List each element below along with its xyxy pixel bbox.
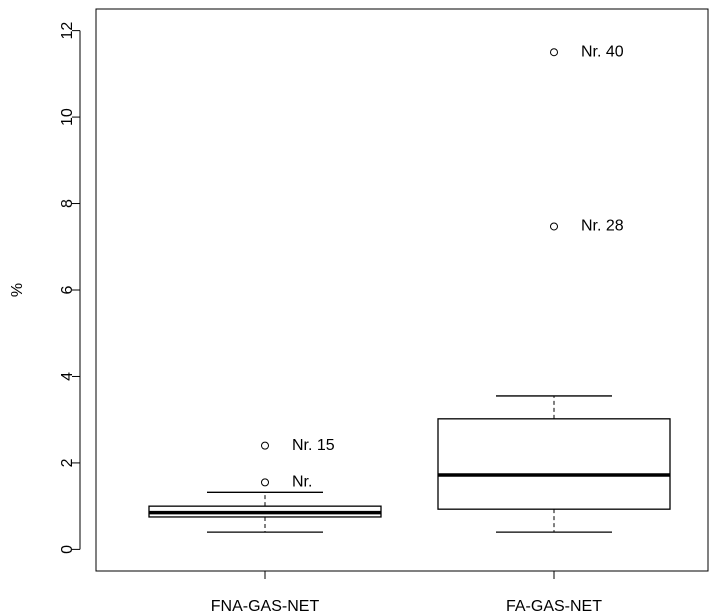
outlier-point: [261, 478, 269, 487]
y-tick-label: 8: [59, 199, 76, 208]
box-group: Nr. 15 Nr.: [148, 437, 382, 533]
x-axis: FNA-GAS-NET FA-GAS-NET: [211, 571, 602, 615]
outlier-point: [261, 441, 269, 450]
y-tick-label: 4: [59, 372, 76, 381]
outlier-label: Nr.: [292, 474, 312, 491]
y-tick-label: 12: [59, 22, 76, 40]
iqr-box: [437, 418, 671, 510]
y-tick-label: 0: [59, 545, 76, 554]
outlier-point: [550, 222, 558, 231]
x-category-label: FA-GAS-NET: [506, 598, 602, 615]
outlier-label: Nr. 15: [292, 437, 335, 454]
outlier-label: Nr. 28: [581, 218, 624, 235]
y-tick-label: 6: [59, 285, 76, 294]
box-group: Nr. 40 Nr. 28: [437, 43, 671, 533]
outlier-point: [550, 48, 558, 57]
y-tick-label: 10: [59, 108, 76, 126]
x-category-label: FNA-GAS-NET: [211, 598, 320, 615]
plot-frame: [95, 8, 709, 572]
box-groups: Nr. 15 Nr. Nr. 40 Nr. 28: [148, 43, 671, 533]
y-tick-label: 2: [59, 458, 76, 467]
y-axis: 0 2 4 6 8 10 12: [59, 22, 81, 554]
y-axis-label: %: [9, 283, 26, 297]
outlier-label: Nr. 40: [581, 43, 624, 60]
